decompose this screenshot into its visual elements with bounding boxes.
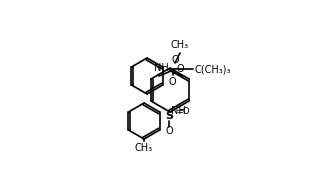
Text: CH₃: CH₃ [171,40,189,50]
Text: NH: NH [154,63,169,73]
Text: CH₃: CH₃ [135,143,153,153]
Text: O: O [165,126,173,136]
Text: =O: =O [176,107,190,115]
Text: O: O [168,77,176,87]
Text: O: O [172,55,179,65]
Text: S: S [165,111,173,121]
Text: NH: NH [171,106,186,116]
Text: C(CH₃)₃: C(CH₃)₃ [195,64,231,74]
Text: O: O [176,64,184,74]
